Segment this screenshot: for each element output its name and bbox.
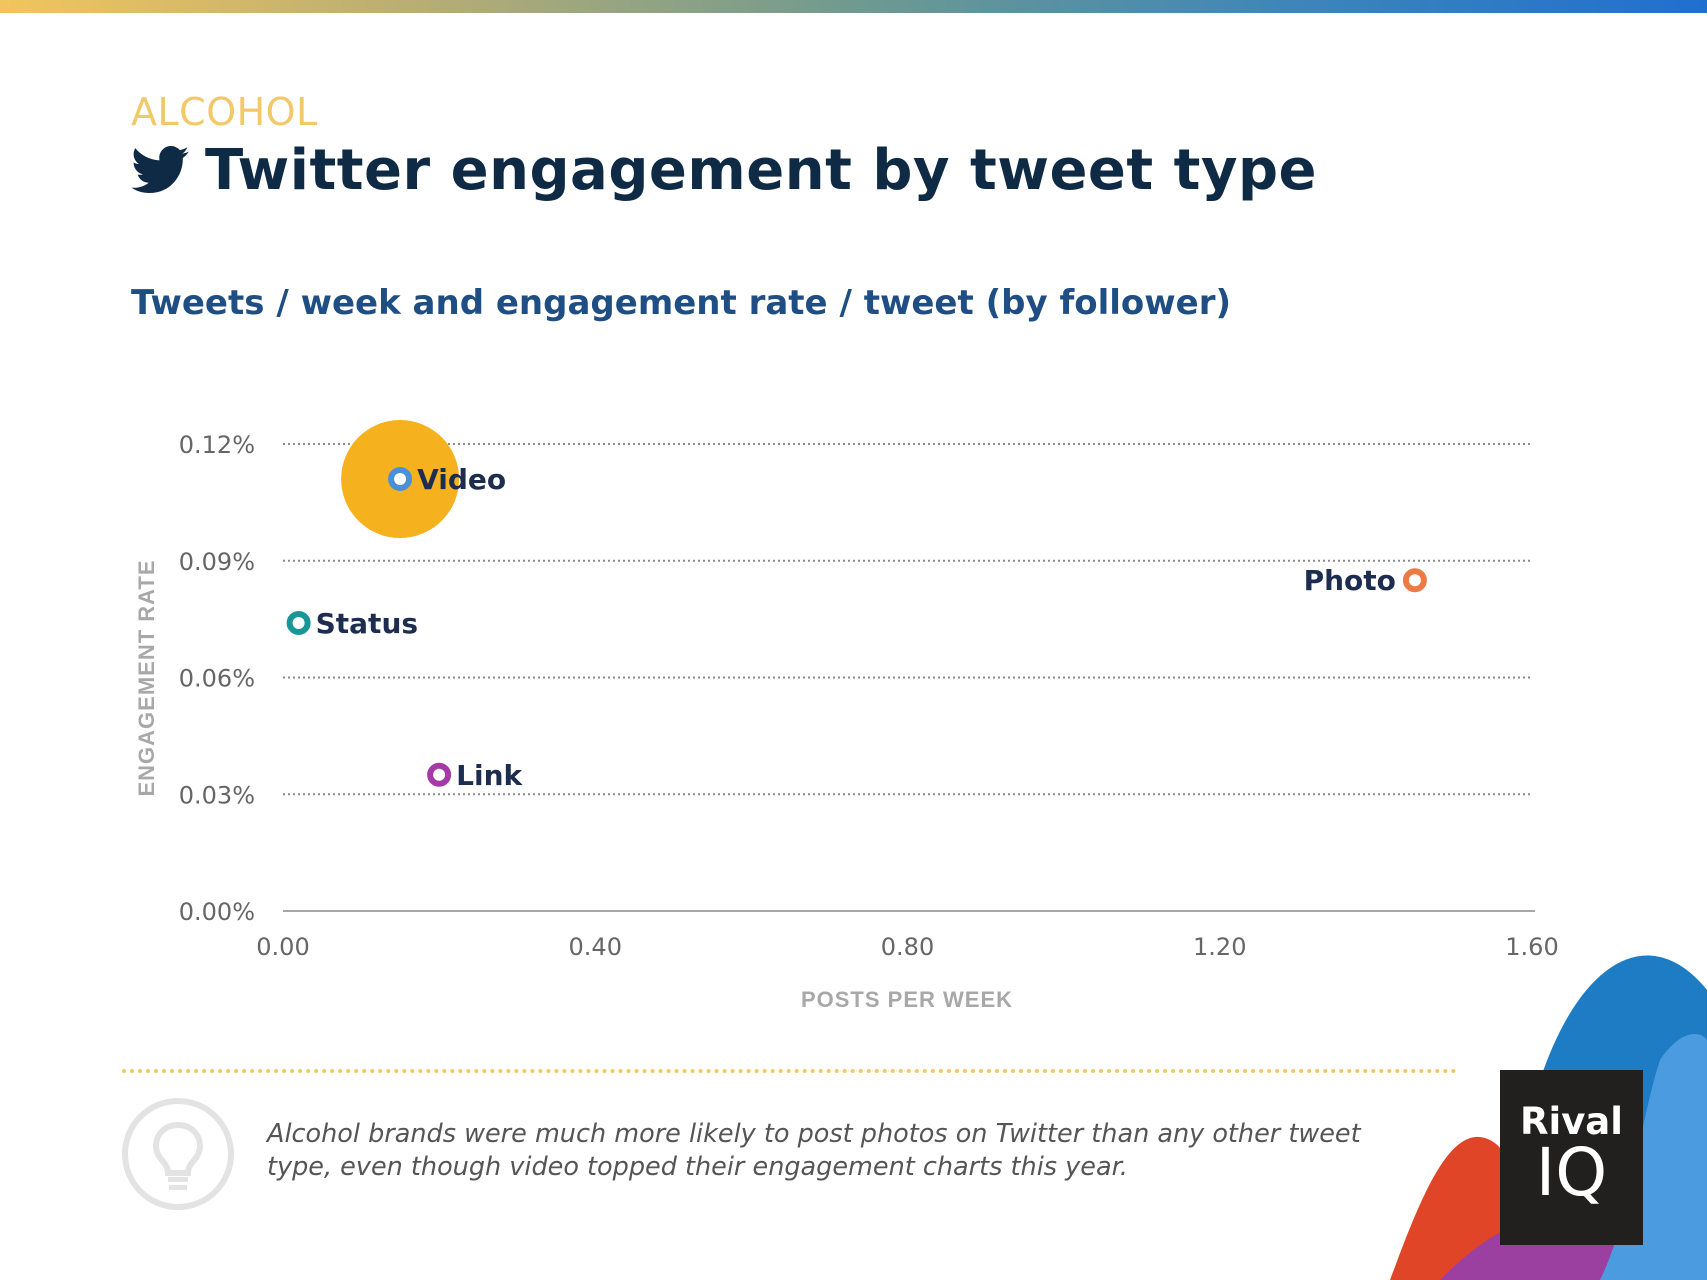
logo-bottom-text: IQ [1535,1134,1608,1211]
point-photo [1402,568,1427,593]
category-label: ALCOHOL [131,90,318,134]
twitter-bird-icon [131,146,189,194]
x-tick-label: 1.60 [1505,933,1558,961]
title-row: Twitter engagement by tweet type [131,135,1317,205]
y-tick-label: 0.03% [179,781,255,809]
point-status [286,611,311,636]
x-tick-label: 0.00 [256,933,309,961]
logo-top-text: Rival [1520,1100,1623,1143]
y-tick-label: 0.00% [179,898,255,926]
point-label-photo: Photo [1304,564,1396,597]
chart-subtitle: Tweets / week and engagement rate / twee… [131,283,1232,323]
point-label-video: Video [417,463,506,496]
y-tick-label: 0.06% [179,665,255,693]
point-label-link: Link [456,759,523,792]
page-title: Twitter engagement by tweet type [205,137,1318,203]
point-video [388,467,413,492]
x-tick-label: 1.20 [1193,933,1246,961]
rivaliq-logo: Rival IQ [1500,1070,1643,1245]
y-tick-label: 0.12% [179,431,255,459]
x-tick-label: 0.80 [881,933,934,961]
insight-text: Alcohol brands were much more likely to … [267,1119,1361,1182]
footer-divider [122,1069,1457,1073]
x-axis-label: POSTS PER WEEK [801,987,1013,1012]
y-tick-label: 0.09% [179,548,255,576]
point-label-status: Status [316,607,418,640]
point-link [427,762,452,787]
x-tick-label: 0.40 [569,933,622,961]
top-gradient-bar [0,0,1707,13]
y-axis-label: ENGAGEMENT RATE [134,559,159,796]
lightbulb-icon [121,1097,235,1211]
